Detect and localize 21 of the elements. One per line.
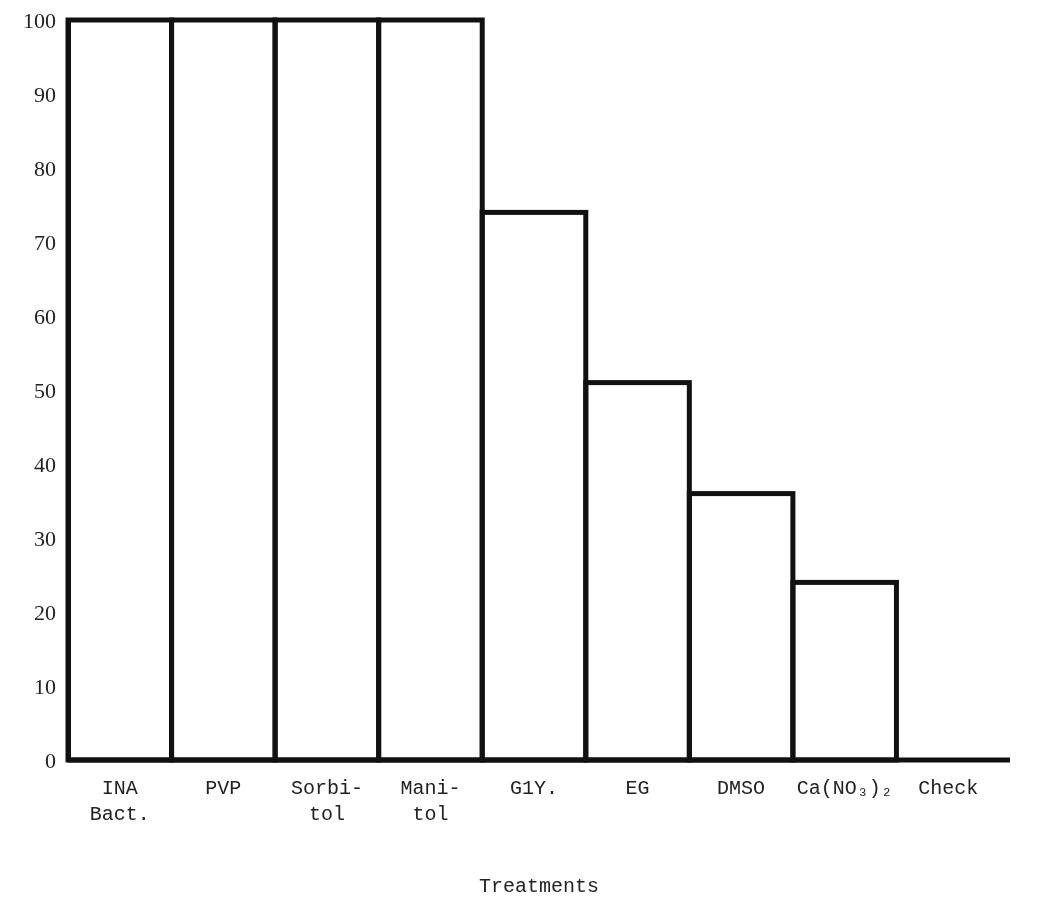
y-tick-label: 80 xyxy=(34,155,56,181)
y-tick-label: 50 xyxy=(34,377,56,403)
x-tick-label: G1Y. xyxy=(509,777,559,800)
y-tick-label: 100 xyxy=(23,7,56,33)
y-tick-label: 90 xyxy=(34,81,56,107)
y-tick-label: 10 xyxy=(34,673,56,699)
x-tick-label: INA Bact. xyxy=(89,777,150,826)
y-tick-label: 70 xyxy=(34,229,56,255)
x-tick-label: EG xyxy=(625,777,650,800)
x-tick-label: Mani- tol xyxy=(400,777,461,826)
y-tick-label: 0 xyxy=(45,747,56,773)
x-tick-label: PVP xyxy=(205,777,242,800)
y-tick-label: 20 xyxy=(34,599,56,625)
x-tick-label: Ca(NO₃)₂ xyxy=(796,777,893,800)
x-tick-label: Sorbi- tol xyxy=(290,777,363,826)
x-axis-title: Treatments xyxy=(478,875,600,898)
y-tick-label: 30 xyxy=(34,525,56,551)
y-tick-label: 60 xyxy=(34,303,56,329)
x-tick-label: Check xyxy=(918,777,979,800)
x-tick-label: DMSO xyxy=(717,777,766,800)
y-tick-label: 40 xyxy=(34,451,56,477)
